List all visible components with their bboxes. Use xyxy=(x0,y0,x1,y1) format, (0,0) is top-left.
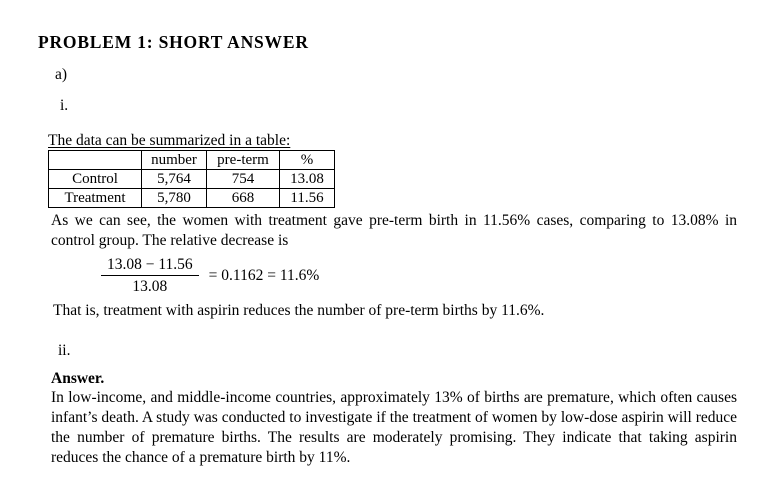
table-row-control: Control 5,764 754 13.08 xyxy=(48,169,335,189)
fraction-numerator: 13.08 − 11.56 xyxy=(107,256,193,273)
cell-control-preterm: 754 xyxy=(206,169,280,189)
summary-table: number pre-term % Control 5,764 754 13.0… xyxy=(48,150,335,208)
part-a-label: a) xyxy=(55,66,68,83)
cell-treatment-label: Treatment xyxy=(48,188,142,208)
formula-result: = 0.1162 = 11.6% xyxy=(208,266,320,284)
header-preterm: pre-term xyxy=(206,150,280,170)
cell-control-label: Control xyxy=(48,169,142,189)
cell-treatment-number: 5,780 xyxy=(141,188,207,208)
cell-treatment-percent: 11.56 xyxy=(279,188,335,208)
fraction-denominator: 13.08 xyxy=(101,275,199,295)
item-i-label: i. xyxy=(60,97,69,114)
table-caption: The data can be summarized in a table: xyxy=(48,132,291,149)
header-blank xyxy=(48,150,142,170)
conclusion-paragraph: That is, treatment with aspirin reduces … xyxy=(53,302,545,319)
analysis-paragraph: As we can see, the women with treatment … xyxy=(51,212,737,249)
fraction: 13.08 − 11.56 13.08 xyxy=(101,256,199,295)
cell-treatment-preterm: 668 xyxy=(206,188,280,208)
table-header-row: number pre-term % xyxy=(48,150,335,170)
problem-title: PROBLEM 1: SHORT ANSWER xyxy=(38,32,309,52)
answer-paragraph: In low-income, and middle-income countri… xyxy=(51,389,737,466)
cell-control-percent: 13.08 xyxy=(279,169,335,189)
header-number: number xyxy=(141,150,207,170)
cell-control-number: 5,764 xyxy=(141,169,207,189)
relative-decrease-formula: 13.08 − 11.56 13.08 = 0.1162 = 11.6% xyxy=(101,256,319,295)
header-percent: % xyxy=(279,150,335,170)
answer-heading: Answer. xyxy=(51,370,105,387)
item-ii-label: ii. xyxy=(58,342,71,359)
table-row-treatment: Treatment 5,780 668 11.56 xyxy=(48,188,335,208)
